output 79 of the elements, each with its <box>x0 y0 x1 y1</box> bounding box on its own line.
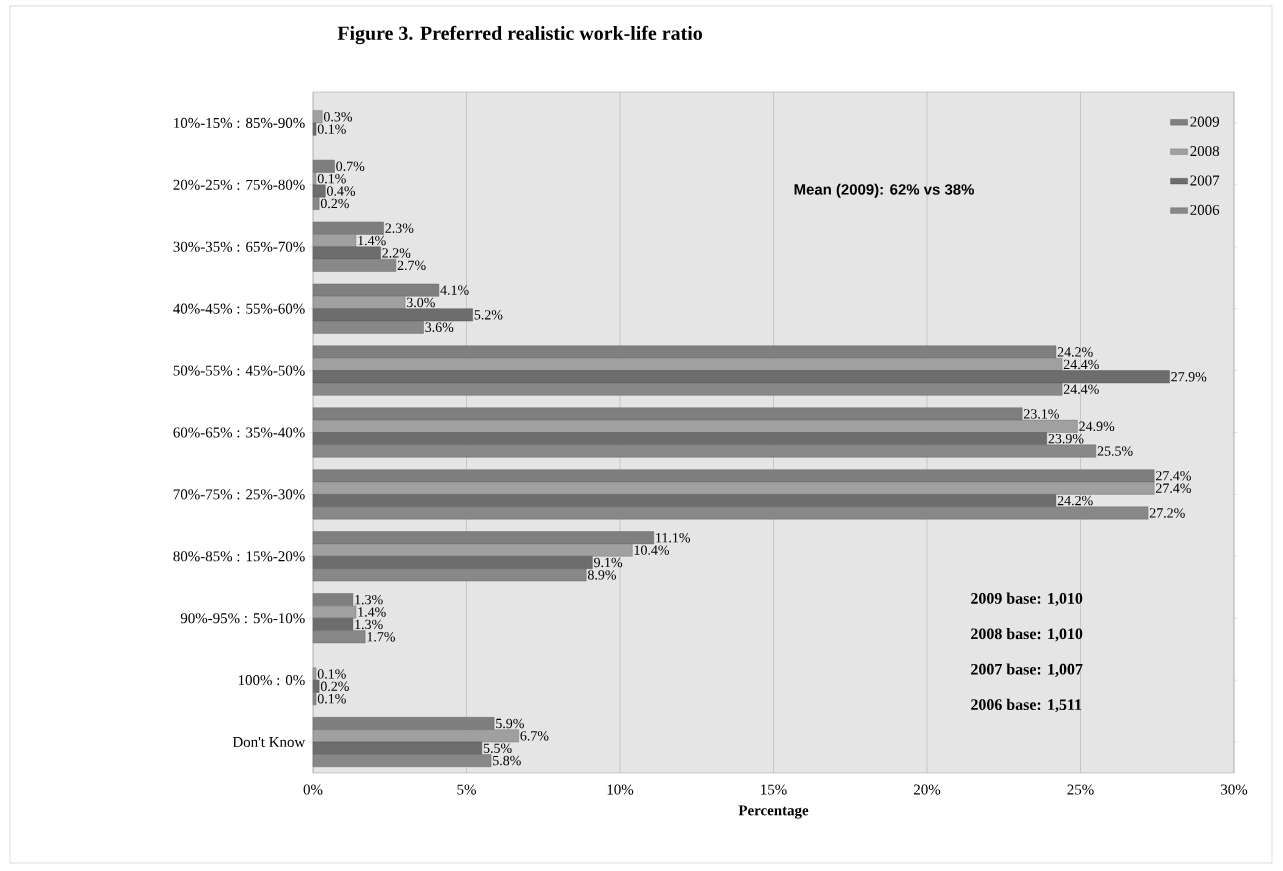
legend-label: 2009 <box>1190 116 1220 127</box>
y-tick-label: 20%-25% : 75%-80% <box>173 179 305 190</box>
x-tick-label: 5% <box>457 784 476 795</box>
data-label: 0.4% <box>327 186 356 196</box>
data-label: 1.7% <box>367 632 395 642</box>
data-label: 9.1% <box>594 557 623 568</box>
data-label: 23.1% <box>1023 409 1059 419</box>
data-label: 1.3% <box>355 619 383 630</box>
annotation: Mean (2009): 62% vs 38% <box>794 183 974 198</box>
data-label: 0.2% <box>320 198 349 209</box>
data-label: 27.4% <box>1156 483 1191 493</box>
y-tick-label: 100% : 0% <box>238 675 305 686</box>
data-label: 24.4% <box>1063 384 1099 394</box>
data-label: 5.5% <box>483 743 512 753</box>
x-tick-label: 20% <box>913 784 941 795</box>
data-label: 2.7% <box>397 260 426 271</box>
bar <box>312 159 335 173</box>
bar <box>312 283 440 297</box>
data-label: 27.9% <box>1171 372 1207 382</box>
data-label: 24.9% <box>1079 421 1115 432</box>
y-tick-label: 80%-85% : 15%-20% <box>173 551 305 562</box>
annotation: 2007 base: 1,007 <box>971 663 1083 677</box>
x-tick-label: 25% <box>1067 784 1094 795</box>
y-tick-label: 90%-95% : 5%-10% <box>180 613 305 624</box>
legend-label: 2007 <box>1190 175 1220 186</box>
data-label: 5.8% <box>493 755 521 766</box>
data-label: 0.1% <box>317 124 346 134</box>
data-label: 23.9% <box>1048 433 1084 444</box>
data-label: 10.4% <box>634 545 670 555</box>
data-label: 1.4% <box>358 607 386 617</box>
legend-label: 2008 <box>1190 146 1220 157</box>
data-label: 0.1% <box>317 693 346 704</box>
annotation: 2009 base: 1,010 <box>971 592 1083 607</box>
data-label: 0.7% <box>336 161 365 172</box>
data-label: 2.2% <box>382 248 411 258</box>
data-label: 24.4% <box>1063 359 1099 370</box>
x-tick-label: 0% <box>303 784 323 795</box>
bar <box>312 221 384 235</box>
y-tick-label: 60%-65% : 35%-40% <box>173 427 305 438</box>
annotation: 2006 base: 1,511 <box>971 698 1082 713</box>
data-label: 4.1% <box>440 285 469 295</box>
bar <box>312 345 1057 359</box>
data-label: 27.4% <box>1156 471 1191 481</box>
bar <box>312 531 654 545</box>
data-label: 27.2% <box>1149 508 1185 518</box>
data-label: 1.3% <box>355 594 383 605</box>
y-tick-label: 40%-45% : 55%-60% <box>173 303 305 314</box>
y-tick-label: 10%-15% : 85%-90% <box>174 117 305 129</box>
data-label: 11.1% <box>656 533 691 543</box>
bar <box>312 407 1023 421</box>
data-label: 2.3% <box>385 223 414 233</box>
data-label: 6.7% <box>520 731 549 741</box>
y-tick-label: 30%-35% : 65%-70% <box>173 241 305 252</box>
data-label: 1.4% <box>358 235 386 246</box>
x-axis-title: Percentage <box>738 805 809 819</box>
data-label: 3.0% <box>406 297 435 308</box>
bar <box>312 469 1155 483</box>
x-tick-label: 30% <box>1221 784 1248 795</box>
legend-label: 2006 <box>1190 204 1220 215</box>
y-tick-label: Don't Know <box>232 737 306 747</box>
y-tick-label: 70%-75% : 25%-30% <box>173 489 305 500</box>
data-label: 5.2% <box>474 310 503 320</box>
bar <box>312 593 354 607</box>
data-label: 0.2% <box>320 681 349 692</box>
y-tick-label: 50%-55% : 45%-50% <box>173 365 305 376</box>
x-tick-label: 15% <box>761 784 787 795</box>
data-label: 5.9% <box>496 718 524 729</box>
chart-title: Figure 3. Preferred realistic work-life ratio <box>337 25 702 45</box>
x-tick-label: 10% <box>607 784 634 795</box>
data-label: 3.6% <box>425 322 454 332</box>
bar <box>312 717 495 730</box>
annotation: 2008 base: 1,010 <box>971 627 1083 642</box>
data-label: 8.9% <box>587 570 617 580</box>
data-label: 24.2% <box>1057 495 1093 506</box>
data-label: 25.5% <box>1097 446 1133 456</box>
data-label: 0.3% <box>323 112 352 122</box>
data-label: 0.1% <box>317 669 346 679</box>
data-label: 24.2% <box>1057 347 1093 357</box>
data-label: 0.1% <box>317 173 346 184</box>
